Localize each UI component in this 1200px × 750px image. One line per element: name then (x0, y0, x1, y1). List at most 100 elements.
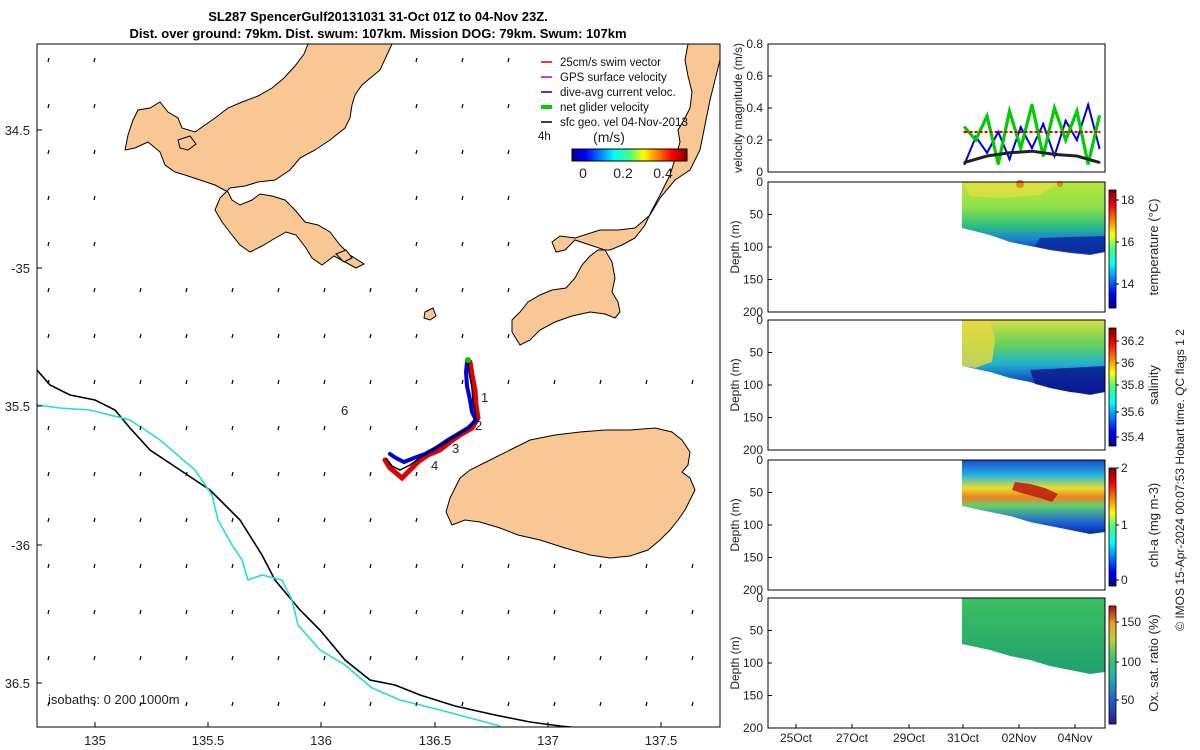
sfc-velocity-vector (47, 517, 50, 523)
sfc-velocity-vector (323, 655, 326, 661)
depth-tick-label: 50 (750, 486, 764, 500)
legend-entry: dive-avg current veloc. (560, 87, 676, 99)
isobath-1000m (37, 404, 501, 727)
depth-tick-label: 100 (743, 656, 763, 670)
velocity-point (1064, 119, 1067, 123)
sfc-velocity-vector (461, 333, 464, 339)
sfc-velocity-vector (415, 103, 418, 109)
sfc-velocity-vector (369, 379, 372, 385)
sfc-velocity-vector (185, 471, 188, 477)
depth-tick-label: 150 (743, 273, 763, 287)
salinity-colorbar-label: salinity (1146, 365, 1161, 405)
sfc-velocity-vector (277, 425, 280, 431)
sfc-velocity-vector (553, 655, 556, 661)
sfc-velocity-vector (645, 563, 648, 569)
sfc-velocity-vector (507, 333, 510, 339)
sfc-velocity-vector (93, 103, 96, 109)
sfc-velocity-vector (461, 379, 464, 385)
map-x-tick-label: 136 (310, 733, 332, 748)
sfc-velocity-vector (369, 333, 372, 339)
sfc-velocity-vector (507, 241, 510, 247)
sfc-velocity-vector (461, 57, 464, 63)
map-x-tick-label: 135.5 (192, 733, 225, 748)
sfc-velocity-vector (369, 609, 372, 615)
colorbar-tick-label: 18 (1121, 193, 1135, 207)
sfc-velocity-vector (231, 287, 234, 293)
sfc-velocity-vector (93, 57, 96, 63)
sfc-velocity-vector (599, 609, 602, 615)
velocity-y-tick-label: 0.4 (746, 101, 763, 115)
velocity-point (1019, 146, 1022, 150)
colorbar-tick-label: 0 (1121, 573, 1128, 587)
sfc-velocity-vector (461, 103, 464, 109)
velocity-point (1030, 103, 1034, 107)
sfc-velocity-vector (139, 471, 142, 477)
track-day-label: 6 (341, 403, 348, 418)
sfc-velocity-vector (231, 471, 234, 477)
sfc-velocity-vector (47, 609, 50, 615)
oxygen-colorbar-label: Ox. sat. ratio (%) (1146, 614, 1161, 712)
velocity-series-line (964, 149, 1100, 164)
sfc-velocity-vector (461, 609, 464, 615)
sfc-velocity-vector (507, 149, 510, 155)
depth-axis-label: Depth (m) (728, 220, 742, 273)
sfc-velocity-vector (415, 241, 418, 247)
velocity-point (963, 126, 966, 129)
track-day-label: 3 (452, 441, 459, 456)
sfc-velocity-vector (599, 701, 602, 707)
sfc-velocity-vector (47, 195, 50, 201)
colorbar-tick-label: 35.4 (1121, 430, 1145, 444)
sfc-velocity-vector (507, 609, 510, 615)
colorbar-tick-label: 0.4 (653, 165, 673, 181)
oxygen-field (962, 598, 1105, 674)
land-yorke-peninsula (511, 44, 720, 346)
sfc-velocity-vector (139, 701, 142, 707)
temperature-patch-deep (1035, 236, 1105, 255)
depth-tick-label: 200 (743, 305, 763, 319)
velocity-point (985, 114, 989, 118)
track-start-marker (465, 357, 471, 363)
velocity-point (1075, 110, 1079, 113)
sfc-velocity-vector (231, 609, 234, 615)
sfc-velocity-vector (691, 701, 694, 707)
sfc-velocity-vector (93, 517, 96, 523)
velocity-y-tick-label: 0 (756, 165, 763, 179)
sfc-velocity-vector (507, 103, 510, 109)
sfc-velocity-vector (415, 333, 418, 339)
sfc-velocity-vector (323, 333, 326, 339)
velocity-point (1098, 114, 1101, 118)
sfc-velocity-vector (93, 379, 96, 385)
track-swim-vectors (382, 359, 481, 482)
sfc-velocity-vector (369, 655, 372, 661)
depth-axis-label: Depth (m) (728, 636, 742, 689)
sfc-velocity-vector (139, 425, 142, 431)
depth-tick-label: 0 (756, 313, 763, 327)
sfc-velocity-vector (277, 563, 280, 569)
depth-tick-label: 200 (743, 583, 763, 597)
sfc-velocity-vector (277, 655, 280, 661)
sfc-velocity-vector (323, 425, 326, 431)
velocity-y-tick-label: 0.2 (746, 133, 763, 147)
depth-tick-label: 0 (756, 175, 763, 189)
sfc-velocity-vector (369, 471, 372, 477)
colorbar-marker: 4h (538, 131, 551, 143)
salinity-section (962, 320, 1105, 395)
sfc-velocity-vector (507, 655, 510, 661)
sfc-velocity-vector (93, 471, 96, 477)
sfc-velocity-field (47, 57, 694, 707)
sfc-velocity-vector (139, 287, 142, 293)
sfc-velocity-vector (93, 149, 96, 155)
map-y-tick-label: -35 (11, 261, 30, 276)
sfc-velocity-vector (461, 287, 464, 293)
colorbar-ticks: 0 0.2 0.4 (579, 165, 673, 181)
map-frame (36, 43, 721, 728)
sfc-velocity-vector (231, 701, 234, 707)
map-x-tick-label: 137.5 (645, 733, 678, 748)
sfc-velocity-vector (599, 655, 602, 661)
depth-tick-label: 100 (743, 378, 763, 392)
sfc-velocity-vector (323, 609, 326, 615)
oxygen-section (962, 598, 1105, 674)
temperature-patch-warm (962, 182, 1060, 198)
sfc-velocity-vector (185, 609, 188, 615)
glider-track (382, 357, 481, 482)
